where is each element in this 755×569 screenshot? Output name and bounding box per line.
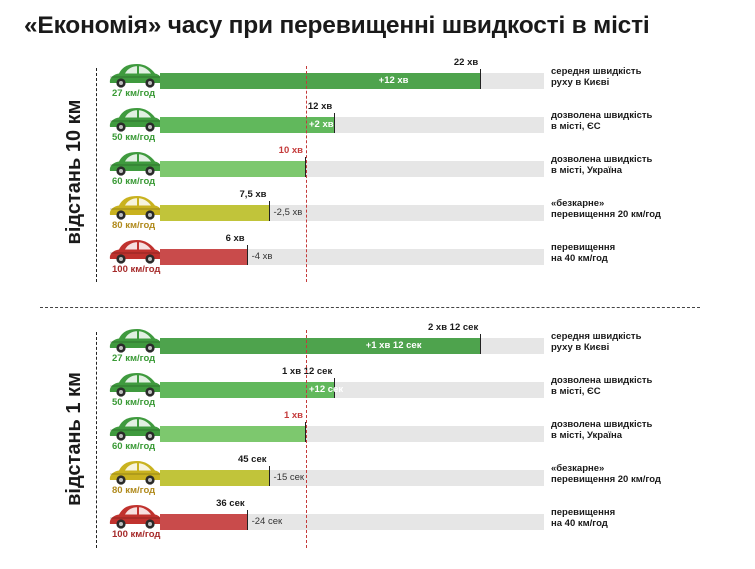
row-description: середня швидкість руху в Києві bbox=[551, 66, 642, 88]
bar-end-tick bbox=[246, 245, 248, 265]
chart-row: 27 км/год 2 хв 12 сек +1 хв 12 сек середня … bbox=[0, 322, 755, 369]
speed-label: 27 км/год bbox=[112, 353, 156, 364]
chart-row: 27 км/год 22 хв +12 хв середня швидкість рух… bbox=[0, 57, 755, 104]
bar-end-tick bbox=[334, 378, 336, 398]
time-bar bbox=[160, 161, 306, 177]
chart-row: 80 км/год 45 сек -15 сек «безкарне» перевище… bbox=[0, 454, 755, 501]
car-red-icon bbox=[107, 503, 163, 529]
time-bar bbox=[160, 73, 482, 89]
speed-label: 100 км/год bbox=[112, 264, 161, 275]
time-bar bbox=[160, 205, 270, 221]
speed-label: 60 км/год bbox=[112, 441, 156, 452]
car-red-icon bbox=[107, 238, 163, 264]
bar-track bbox=[160, 514, 544, 530]
bar-track bbox=[160, 249, 544, 265]
row-description: дозволена швидкість в місті, Україна bbox=[551, 419, 653, 441]
time-bar bbox=[160, 470, 270, 486]
speed-label: 27 км/год bbox=[112, 88, 156, 99]
row-description: середня швидкість руху в Києві bbox=[551, 331, 642, 353]
car-green-icon bbox=[107, 106, 163, 132]
car-green-icon bbox=[107, 371, 163, 397]
bar-end-tick bbox=[480, 334, 482, 354]
speed-label: 50 км/год bbox=[112, 397, 156, 408]
row-description: дозволена швидкість в місті, ЄС bbox=[551, 110, 653, 132]
row-description: дозволена швидкість в місті, ЄС bbox=[551, 375, 653, 397]
panel-1-reference-line bbox=[306, 66, 307, 282]
difference-label: +12 сек bbox=[309, 384, 344, 395]
time-label: 1 хв bbox=[283, 410, 303, 421]
panel-divider bbox=[40, 307, 700, 308]
car-green-icon bbox=[107, 327, 163, 353]
chart-row: 100 км/год 36 сек -24 сек перевищення на 40 … bbox=[0, 498, 755, 545]
speed-label: 100 км/год bbox=[112, 529, 161, 540]
time-label: 2 хв 12 сек bbox=[427, 322, 479, 333]
bar-end-tick bbox=[334, 113, 336, 133]
time-label: 45 сек bbox=[237, 454, 267, 465]
time-label: 6 хв bbox=[225, 233, 245, 244]
time-label: 10 хв bbox=[278, 145, 303, 156]
time-label: 1 хв 12 сек bbox=[281, 366, 333, 377]
bar-end-tick bbox=[268, 201, 270, 221]
time-label: 36 сек bbox=[216, 498, 245, 509]
speed-label: 80 км/год bbox=[112, 220, 156, 231]
car-green-icon bbox=[107, 150, 163, 176]
chart-row: 80 км/год 7,5 хв -2,5 хв «безкарне» перевище… bbox=[0, 189, 755, 236]
car-yellow-icon bbox=[107, 194, 163, 220]
chart-row: 50 км/год 1 хв 12 сек +12 сек дозволена шви… bbox=[0, 366, 755, 413]
bar-end-tick bbox=[305, 157, 306, 177]
panel-2-axis-line bbox=[96, 332, 97, 548]
bar-end-tick bbox=[480, 69, 482, 89]
bar-end-tick bbox=[305, 422, 306, 442]
time-bar bbox=[160, 426, 306, 442]
car-green-icon bbox=[107, 62, 163, 88]
chart-row: 50 км/год 12 хв +2 хв дозволена швидкість в … bbox=[0, 101, 755, 148]
difference-label: -2,5 хв bbox=[273, 207, 303, 218]
difference-label: -24 сек bbox=[251, 516, 283, 527]
bar-end-tick bbox=[246, 510, 248, 530]
chart-row: 60 км/год 10 хв дозволена швидкість в місті… bbox=[0, 145, 755, 192]
difference-label: +2 хв bbox=[309, 119, 334, 130]
time-bar bbox=[160, 338, 482, 354]
speed-label: 60 км/год bbox=[112, 176, 156, 187]
panel-2-reference-line bbox=[306, 330, 307, 548]
car-green-icon bbox=[107, 415, 163, 441]
speed-label: 50 км/год bbox=[112, 132, 156, 143]
time-bar bbox=[160, 117, 336, 133]
panel-1-axis-line bbox=[96, 68, 97, 282]
time-bar bbox=[160, 514, 248, 530]
car-yellow-icon bbox=[107, 459, 163, 485]
difference-label: -15 сек bbox=[273, 472, 305, 483]
time-label: 7,5 хв bbox=[239, 189, 267, 200]
time-bar bbox=[160, 249, 248, 265]
difference-label: +12 хв bbox=[378, 75, 409, 86]
row-description: «безкарне» перевищення 20 км/год bbox=[551, 198, 661, 220]
row-description: «безкарне» перевищення 20 км/год bbox=[551, 463, 661, 485]
time-bar bbox=[160, 382, 336, 398]
chart-row: 60 км/год 1 хв дозволена швидкість в місті,… bbox=[0, 410, 755, 457]
difference-label: -4 хв bbox=[251, 251, 273, 262]
row-description: перевищення на 40 км/год bbox=[551, 507, 616, 529]
page-title: «Економія» часу при перевищенні швидкост… bbox=[24, 12, 650, 39]
difference-label: +1 хв 12 сек bbox=[365, 340, 422, 351]
chart-row: 100 км/год 6 хв -4 хв перевищення на 40 км/г… bbox=[0, 233, 755, 280]
time-label: 22 хв bbox=[453, 57, 479, 68]
time-label: 12 хв bbox=[307, 101, 333, 112]
row-description: перевищення на 40 км/год bbox=[551, 242, 616, 264]
speed-label: 80 км/год bbox=[112, 485, 156, 496]
bar-end-tick bbox=[268, 466, 270, 486]
row-description: дозволена швидкість в місті, Україна bbox=[551, 154, 653, 176]
